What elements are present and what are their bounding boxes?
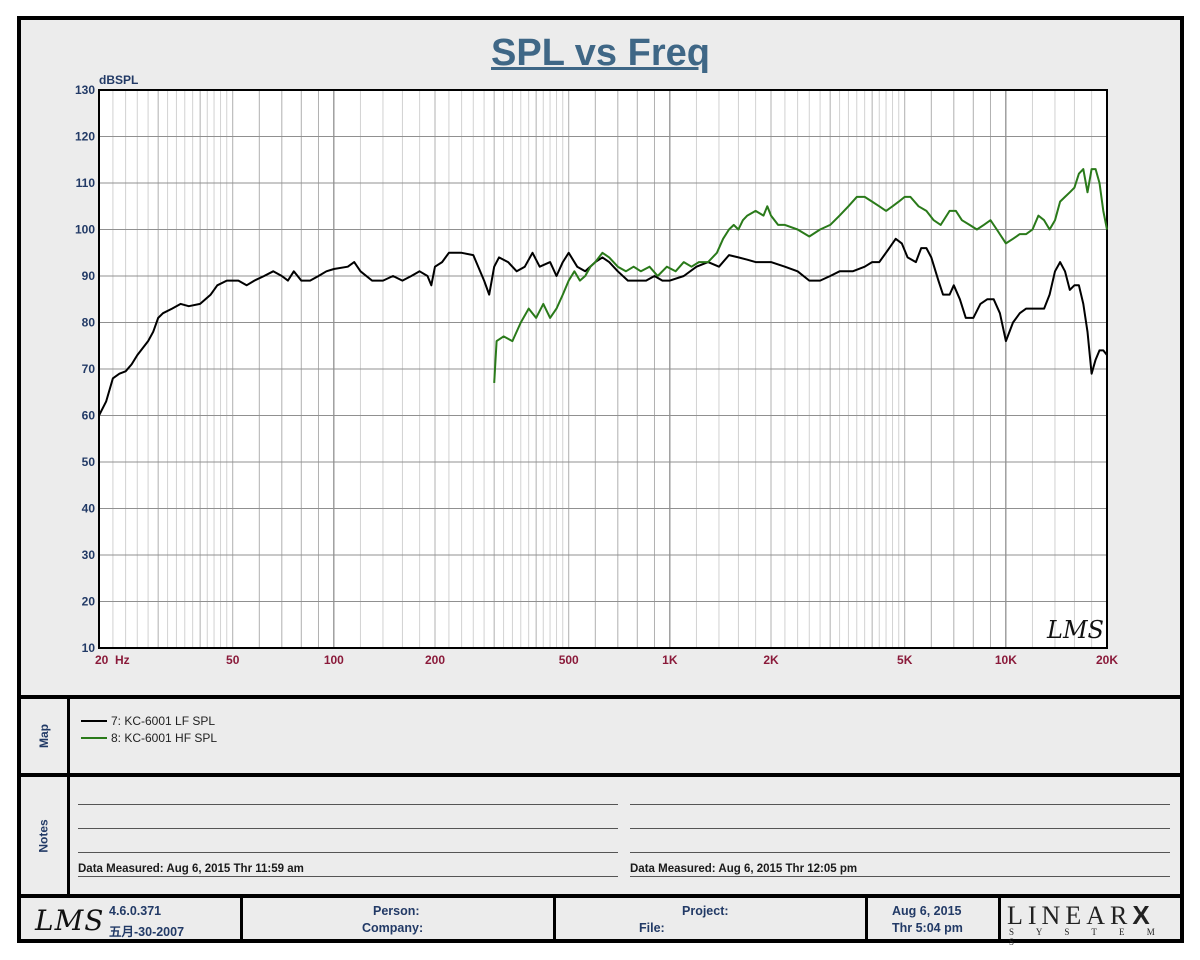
x-tick-label: 5K <box>897 653 913 667</box>
note-line <box>78 876 618 877</box>
y-tick-label: 110 <box>76 176 96 190</box>
y-tick-label: 130 <box>75 83 95 97</box>
x-tick-label: 50 <box>226 653 240 667</box>
map-separator <box>21 773 1180 777</box>
lms-watermark: LMS <box>1046 616 1104 644</box>
y-tick-label: 20 <box>82 595 96 609</box>
brand-subtitle: S Y S T E M S <box>1009 927 1165 947</box>
plot-border <box>98 89 1108 649</box>
file-label: File: <box>639 921 665 935</box>
footer-project-cell: Project: File: <box>556 898 865 939</box>
notes-label: Notes <box>37 818 51 853</box>
company-label: Company: <box>362 921 424 935</box>
note-line <box>78 828 618 829</box>
series-line-lf <box>98 237 1108 416</box>
footer-divider <box>240 898 243 939</box>
note-line <box>78 804 618 805</box>
legend-item-hf: 8: KC-6001 HF SPL <box>81 731 217 745</box>
footer-date-cell: Aug 6, 2015 Thr 5:04 pm <box>868 898 998 939</box>
note-line <box>78 852 618 853</box>
x-tick-label: 20 Hz <box>95 653 130 667</box>
x-tick-label: 100 <box>324 653 344 667</box>
project-label: Project: <box>682 904 729 918</box>
y-tick-label: 80 <box>82 316 96 330</box>
spl-chart: 10 20 30 40 50 60 70 80 90 100 110 120 130 20 Hz 50 100… <box>75 73 1118 667</box>
x-tick-label: 10K <box>995 653 1017 667</box>
y-tick-label: 40 <box>82 502 96 516</box>
map-divider <box>67 699 70 773</box>
footer-date: Aug 6, 2015 <box>892 904 962 918</box>
x-tick-label: 500 <box>559 653 579 667</box>
person-label: Person: <box>373 904 420 918</box>
y-tick-label: 100 <box>75 223 95 237</box>
chart-title: SPL vs Freq <box>491 32 710 74</box>
y-tick-label: 60 <box>82 409 96 423</box>
y-tick-label: 70 <box>82 362 96 376</box>
footer-person-cell: Person: Company: <box>243 898 553 939</box>
map-label: Map <box>37 724 51 748</box>
x-tick-label: 2K <box>763 653 779 667</box>
footer-divider <box>553 898 556 939</box>
footer-divider <box>998 898 1001 939</box>
y-axis-label: dBSPL <box>99 73 138 87</box>
note-line <box>630 876 1170 877</box>
legend-label-lf: 7: KC-6001 LF SPL <box>111 714 216 728</box>
brand-name: LINEAR <box>1007 901 1133 930</box>
x-tick-label: 20K <box>1096 653 1118 667</box>
lms-logo: LMS <box>35 904 105 937</box>
notes-separator <box>21 894 1180 898</box>
brand-logo: LINEARX <box>1007 900 1155 931</box>
notes-divider <box>67 777 70 894</box>
footer-logo-cell: LMS 4.6.0.371 五月-30-2007 <box>21 898 241 939</box>
series-line-hf <box>493 168 1108 383</box>
y-tick-label: 90 <box>82 269 96 283</box>
x-tick-label: 1K <box>662 653 678 667</box>
y-tick-label: 50 <box>82 455 96 469</box>
legend-swatch-hf <box>81 737 107 739</box>
footer-brand-cell: LINEARX S Y S T E M S <box>1001 898 1180 947</box>
report-frame: SPL vs Freq 10 20 30 40 50 60 70 80 90 100 110 120 1… <box>17 16 1184 947</box>
legend-label-hf: 8: KC-6001 HF SPL <box>111 731 218 745</box>
build-date: 五月-30-2007 <box>109 925 185 939</box>
note-line <box>630 828 1170 829</box>
y-tick-label: 10 <box>82 641 96 655</box>
left-data-measured: Data Measured: Aug 6, 2015 Thr 11:59 am <box>78 863 304 875</box>
legend-item-lf: 7: KC-6001 LF SPL <box>81 714 215 728</box>
footer-time: Thr 5:04 pm <box>892 921 963 935</box>
y-tick-label: 30 <box>82 548 96 562</box>
brand-x: X <box>1132 900 1155 930</box>
y-tick-label: 120 <box>75 130 95 144</box>
right-data-measured: Data Measured: Aug 6, 2015 Thr 12:05 pm <box>630 863 858 875</box>
footer-divider <box>865 898 868 939</box>
note-line <box>630 804 1170 805</box>
map-section-label: Map <box>21 699 67 773</box>
notes-section-label: Notes <box>21 777 67 894</box>
x-tick-label: 200 <box>425 653 445 667</box>
legend-swatch-lf <box>81 720 107 722</box>
note-line <box>630 852 1170 853</box>
version: 4.6.0.371 <box>109 904 162 918</box>
chart-separator <box>21 695 1180 699</box>
